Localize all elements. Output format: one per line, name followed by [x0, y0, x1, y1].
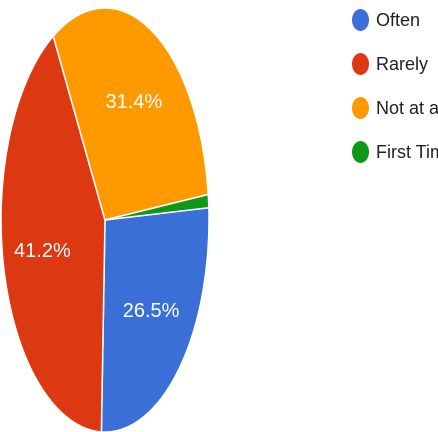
legend-marker-icon [352, 53, 369, 75]
chart-legend: Often Rarely Not at all First Time [352, 8, 438, 184]
legend-label: First Time [376, 141, 438, 162]
legend-item-often[interactable]: Often [352, 8, 438, 32]
legend-label: Rarely [376, 53, 429, 74]
legend-marker-icon [352, 97, 369, 119]
pie-slices [0, 7, 210, 432]
pie-slice-often[interactable] [100, 206, 210, 432]
slice-value-label: 31.4% [106, 91, 163, 113]
legend-marker-icon [352, 141, 369, 163]
legend-item-not-at-all[interactable]: Not at all [352, 96, 438, 120]
slice-value-label: 41.2% [14, 240, 71, 262]
legend-item-rarely[interactable]: Rarely [352, 52, 438, 76]
pie-slice-first-time[interactable] [104, 193, 210, 221]
slice-value-label: 26.5% [123, 300, 180, 322]
legend-marker-icon [352, 9, 369, 31]
legend-label: Often [376, 9, 421, 30]
pie-slice-rarely[interactable] [0, 34, 106, 432]
legend-item-first-time[interactable]: First Time [352, 140, 438, 164]
pie-labels: 26.5% 41.2% 31.4% [14, 91, 180, 322]
pie-slice-not-at-all[interactable] [52, 7, 210, 221]
legend-label: Not at all [376, 97, 438, 118]
